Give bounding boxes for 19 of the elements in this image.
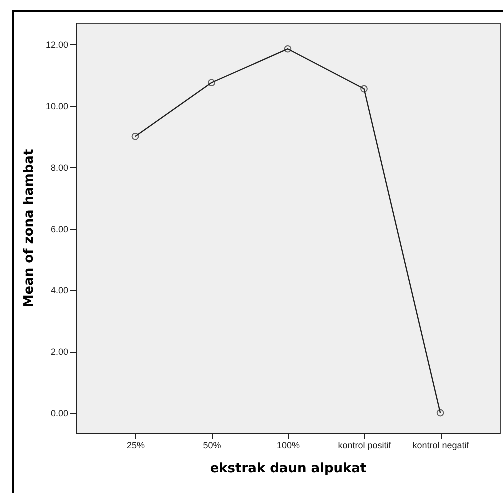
x-axis-title: ekstrak daun alpukat — [210, 462, 367, 476]
x-tick-label: kontrol positif — [338, 440, 392, 450]
point — [360, 85, 368, 93]
point — [284, 45, 292, 53]
y-tick-label: 10.00 — [46, 101, 68, 112]
y-tick-label: 6.00 — [50, 224, 68, 234]
y-tick-label: 4.00 — [50, 286, 68, 296]
y-tick-label: 0.00 — [50, 408, 68, 419]
x-tick-label: 50% — [203, 440, 222, 450]
x-tick-label: kontrol negatif — [412, 440, 470, 450]
x-tick-label: 100% — [276, 440, 300, 450]
point — [208, 79, 216, 87]
y-tick-label: 2.00 — [50, 347, 68, 358]
x-tick-label: 25% — [126, 440, 145, 450]
point — [436, 409, 444, 417]
y-tick-label: 8.00 — [50, 162, 68, 173]
y-axis-title: Mean of zona hambat — [22, 149, 37, 308]
point — [132, 132, 140, 140]
y-tick-label: 12.00 — [46, 40, 68, 50]
